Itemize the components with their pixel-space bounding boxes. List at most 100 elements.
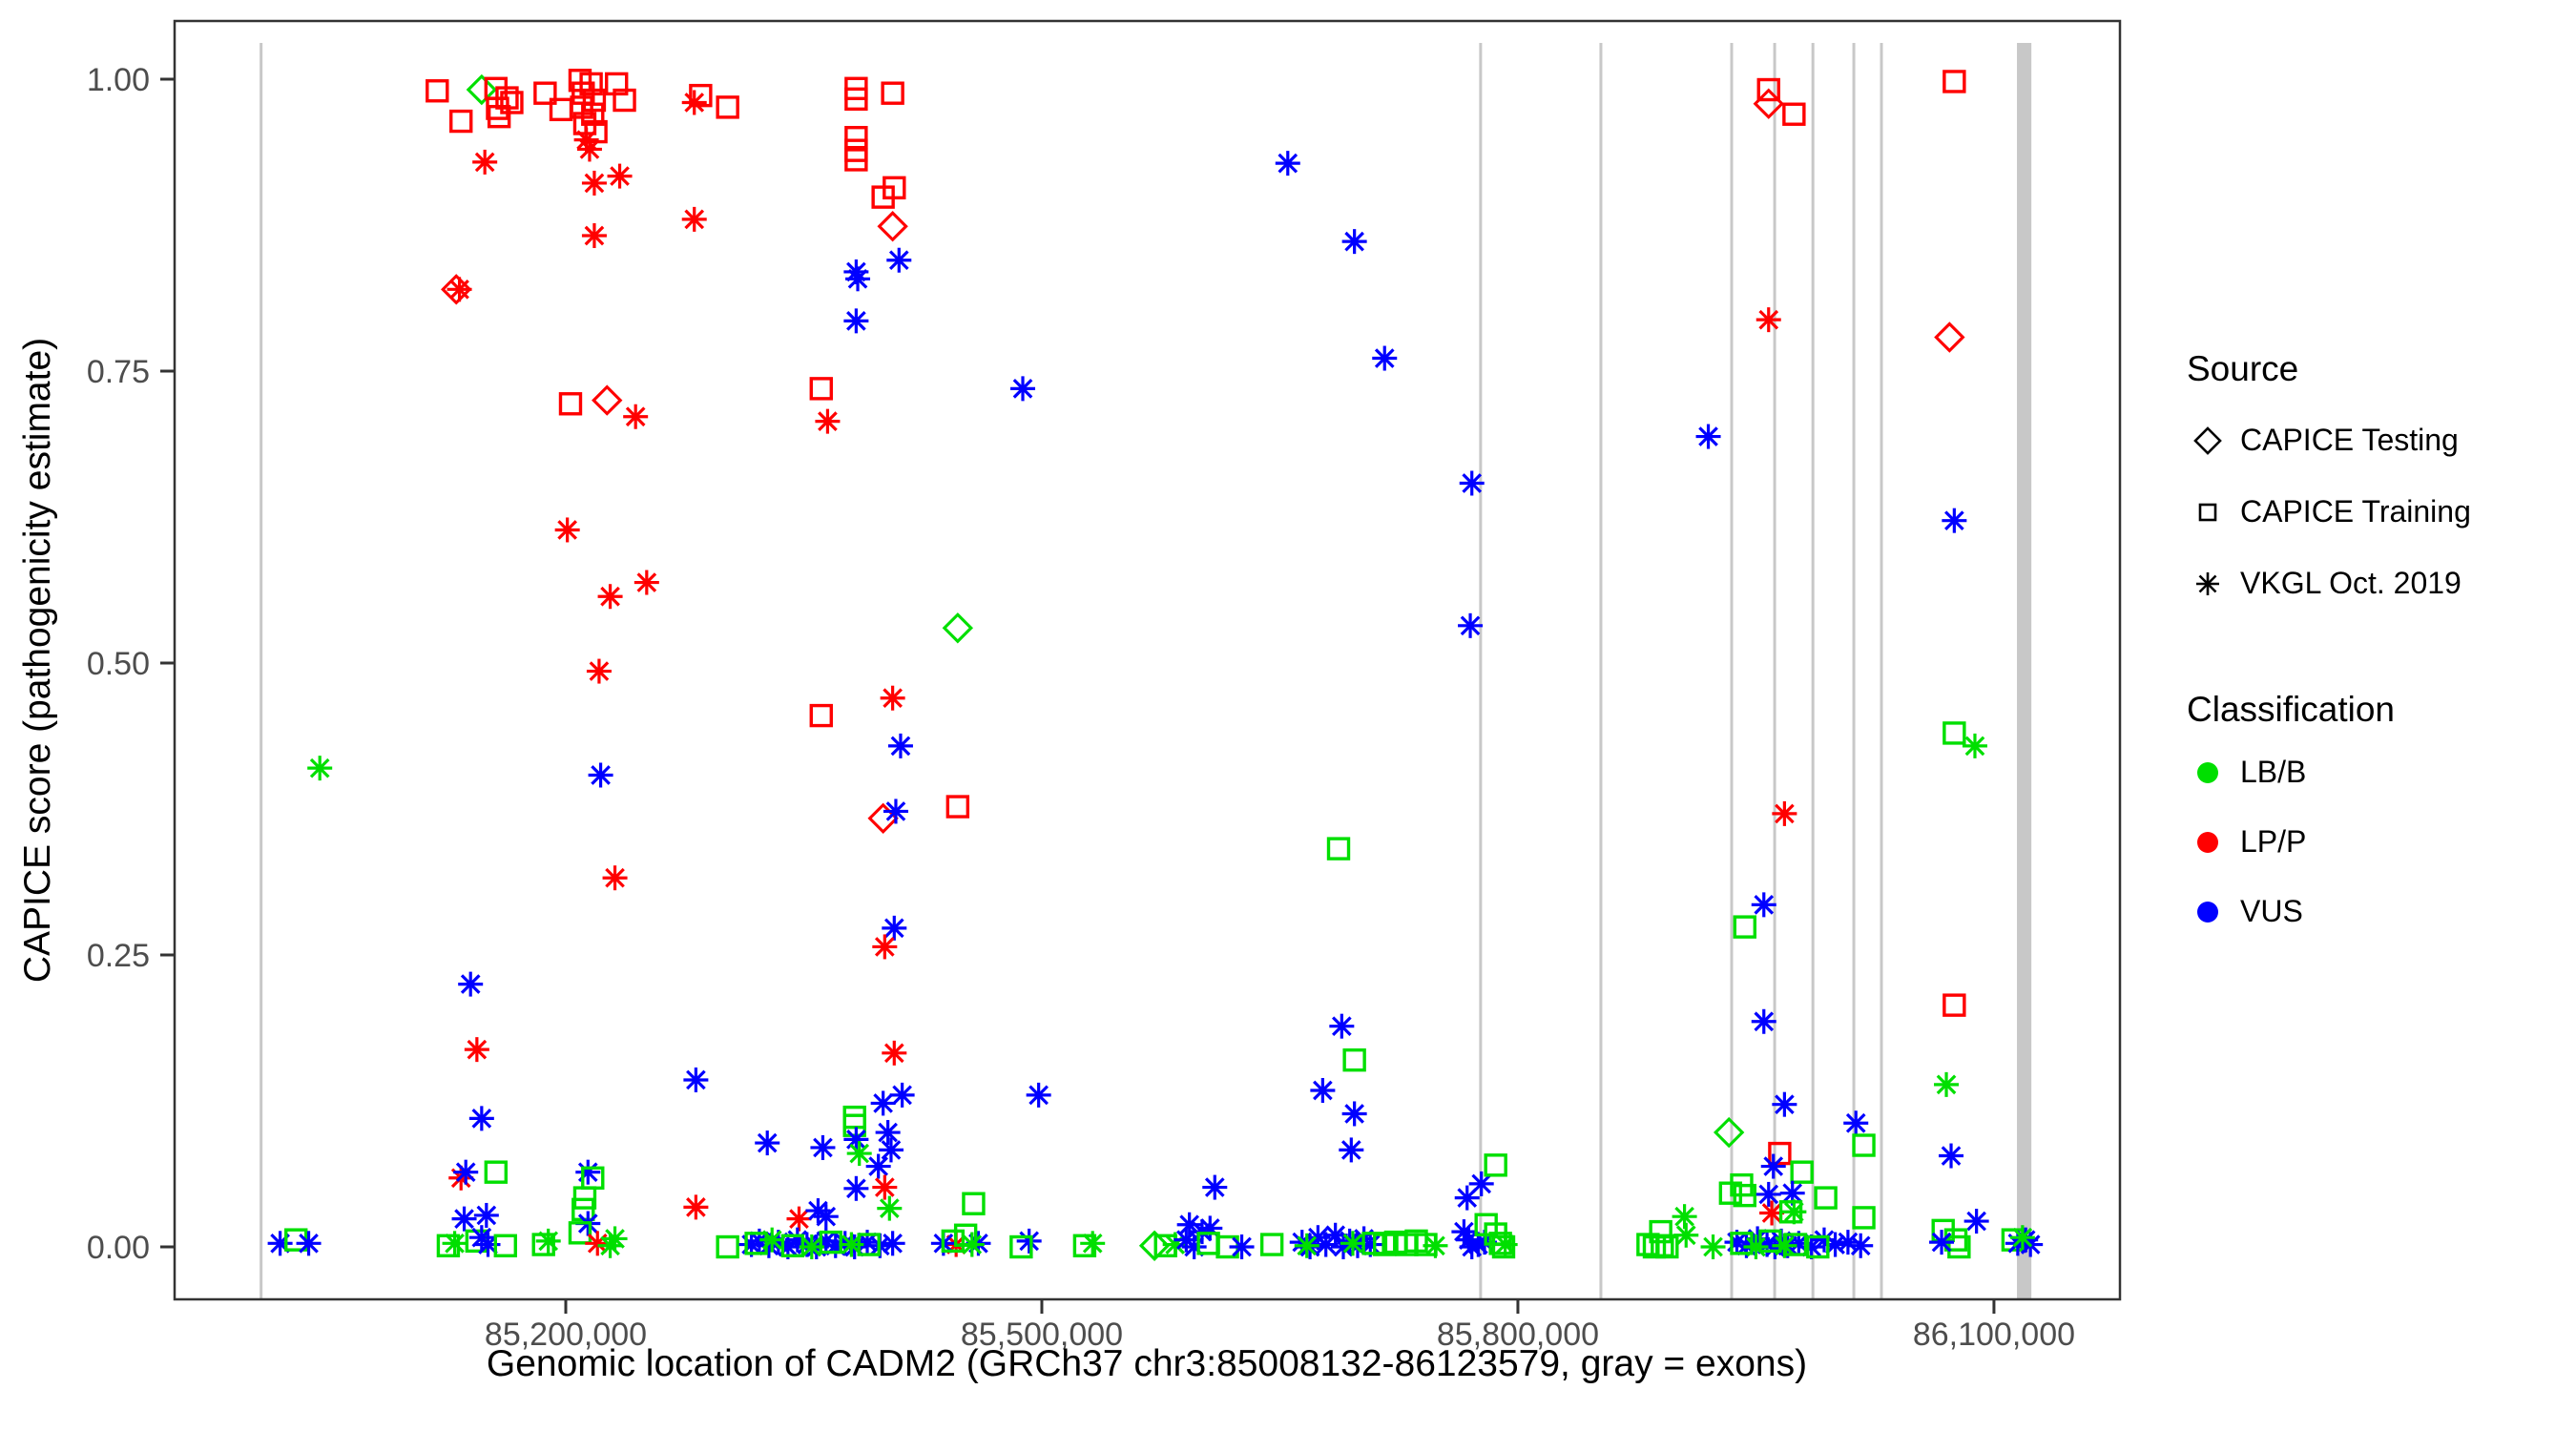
data-point bbox=[1942, 993, 1966, 1017]
data-point bbox=[945, 795, 970, 819]
data-point bbox=[1329, 1013, 1355, 1039]
exon-band bbox=[1880, 43, 1883, 1298]
data-point bbox=[872, 934, 898, 960]
legend-item-label: LB/B bbox=[2240, 755, 2307, 789]
legend-classification-group: Classification LB/B LP/P VUS bbox=[2187, 690, 2568, 946]
data-point bbox=[1733, 1183, 1757, 1208]
data-point bbox=[602, 865, 628, 891]
data-point bbox=[844, 148, 868, 172]
data-point bbox=[846, 1141, 872, 1167]
data-point bbox=[451, 1206, 477, 1232]
data-point bbox=[1080, 1231, 1106, 1256]
data-point bbox=[865, 1153, 891, 1179]
data-point bbox=[1756, 77, 1780, 102]
data-point bbox=[889, 1082, 915, 1108]
diamond-icon bbox=[2193, 425, 2222, 455]
data-point bbox=[1458, 612, 1484, 638]
data-point bbox=[602, 1226, 628, 1252]
data-point bbox=[1229, 1234, 1255, 1259]
data-point bbox=[1962, 733, 1987, 758]
data-point bbox=[575, 1159, 601, 1185]
data-point bbox=[1743, 1234, 1769, 1259]
data-point bbox=[887, 733, 913, 758]
data-point bbox=[755, 1130, 780, 1156]
data-point bbox=[1772, 1091, 1797, 1117]
data-point bbox=[1755, 307, 1781, 333]
data-point bbox=[1341, 1101, 1367, 1127]
data-point bbox=[597, 584, 623, 610]
data-point bbox=[883, 176, 906, 200]
data-point bbox=[1326, 837, 1351, 861]
data-point bbox=[449, 109, 473, 134]
data-point bbox=[1026, 1082, 1051, 1108]
data-point bbox=[468, 1106, 494, 1131]
data-point bbox=[1010, 376, 1036, 402]
data-point bbox=[786, 1206, 812, 1232]
data-point bbox=[484, 1160, 509, 1184]
data-point bbox=[1852, 1206, 1876, 1230]
square-icon bbox=[2198, 503, 2217, 521]
data-point bbox=[458, 971, 484, 997]
data-point bbox=[1655, 1234, 1679, 1259]
data-point bbox=[1468, 1171, 1494, 1196]
data-point bbox=[1942, 508, 1967, 533]
data-point bbox=[877, 211, 908, 242]
data-point bbox=[533, 81, 557, 105]
data-point bbox=[810, 1134, 836, 1160]
data-point bbox=[875, 1120, 901, 1146]
x-tick-label: 85,200,000 bbox=[485, 1317, 647, 1353]
data-point bbox=[1751, 892, 1776, 918]
exon-band bbox=[2017, 43, 2032, 1298]
data-point bbox=[716, 95, 739, 119]
data-point bbox=[568, 1221, 592, 1245]
data-point bbox=[844, 125, 868, 150]
data-point bbox=[1484, 1153, 1507, 1177]
data-point bbox=[959, 1232, 985, 1257]
data-point bbox=[683, 1067, 709, 1092]
data-point bbox=[464, 1037, 489, 1063]
y-tick-label: 1.00 bbox=[87, 62, 150, 98]
blue-dot-icon bbox=[2197, 901, 2218, 923]
data-point bbox=[582, 88, 607, 113]
data-point bbox=[870, 1090, 896, 1116]
data-point bbox=[613, 88, 636, 113]
data-point bbox=[453, 1159, 479, 1185]
red-dot-icon bbox=[2197, 831, 2218, 853]
legend-source-title: Source bbox=[2187, 349, 2299, 388]
data-point bbox=[1372, 345, 1398, 371]
data-point bbox=[1806, 1234, 1830, 1259]
data-point bbox=[1259, 1233, 1284, 1256]
data-point bbox=[472, 149, 498, 175]
data-point bbox=[1751, 1008, 1776, 1034]
data-point bbox=[1783, 1233, 1808, 1256]
legend-item-lpp: LP/P bbox=[2187, 807, 2568, 877]
data-point bbox=[882, 915, 907, 941]
data-point bbox=[1310, 1077, 1336, 1103]
data-point bbox=[581, 223, 607, 249]
data-point bbox=[1294, 1233, 1319, 1258]
data-point bbox=[877, 1195, 903, 1221]
data-point bbox=[1649, 1219, 1672, 1244]
x-tick-label: 86,100,000 bbox=[1913, 1317, 2075, 1353]
data-point bbox=[493, 1234, 517, 1257]
data-point bbox=[1768, 1141, 1792, 1166]
exon-band bbox=[1811, 43, 1815, 1298]
data-point bbox=[1963, 1209, 1989, 1234]
data-point bbox=[689, 83, 713, 108]
legend-classification-title: Classification bbox=[2187, 690, 2395, 729]
data-point bbox=[883, 798, 908, 824]
data-point bbox=[634, 570, 659, 595]
data-point bbox=[844, 87, 868, 112]
data-point bbox=[1700, 1234, 1726, 1259]
legend-item-label: VKGL Oct. 2019 bbox=[2240, 566, 2462, 600]
data-point bbox=[1713, 1116, 1745, 1149]
data-point bbox=[1947, 1234, 1971, 1259]
data-point bbox=[473, 1202, 499, 1228]
data-point bbox=[554, 517, 580, 543]
data-point bbox=[1755, 1181, 1781, 1207]
data-point bbox=[941, 1229, 966, 1254]
data-point bbox=[1341, 229, 1367, 255]
data-point bbox=[1779, 1180, 1805, 1206]
data-point bbox=[572, 1186, 597, 1210]
